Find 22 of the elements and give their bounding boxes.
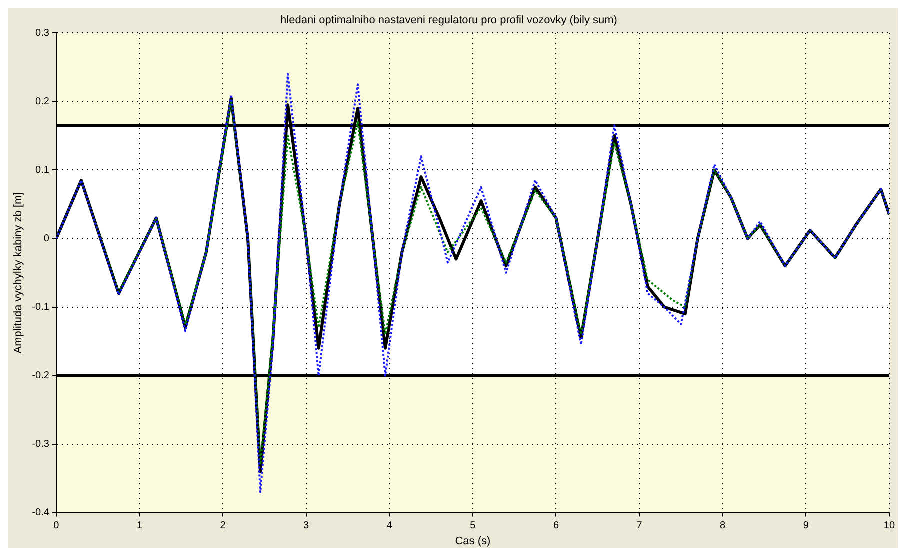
y-tick-label: 0.1 [36,164,50,176]
x-tick-label: 6 [553,520,560,532]
x-axis-title: Cas (s) [455,535,491,548]
y-tick-label: -0.3 [32,439,50,450]
chart-title: hledani optimalniho nastaveni regulatoru pro profil vozovky (bily sum) [280,14,618,27]
x-tick-label: 9 [803,520,810,532]
x-tick-label: 10 [884,520,896,532]
x-tick-label: 3 [304,520,310,532]
x-tick-label: 4 [386,520,393,532]
y-tick-label: -0.2 [32,370,50,382]
y-tick-label: 0.2 [36,96,50,108]
x-tick-label: 0 [54,520,60,532]
x-tick-label: 1 [136,520,143,532]
x-tick-label: 7 [636,520,643,532]
y-tick-label: 0 [44,233,50,244]
y-tick-label: 0.3 [36,28,50,39]
y-tick-label: -0.1 [32,302,50,314]
y-tick-label: -0.4 [32,508,50,519]
y-axis-title: Amplituda vychylky kabiny zb [m] [12,192,25,354]
x-tick-label: 5 [470,520,476,532]
x-tick-label: 8 [720,520,726,532]
x-tick-label: 2 [220,520,226,532]
